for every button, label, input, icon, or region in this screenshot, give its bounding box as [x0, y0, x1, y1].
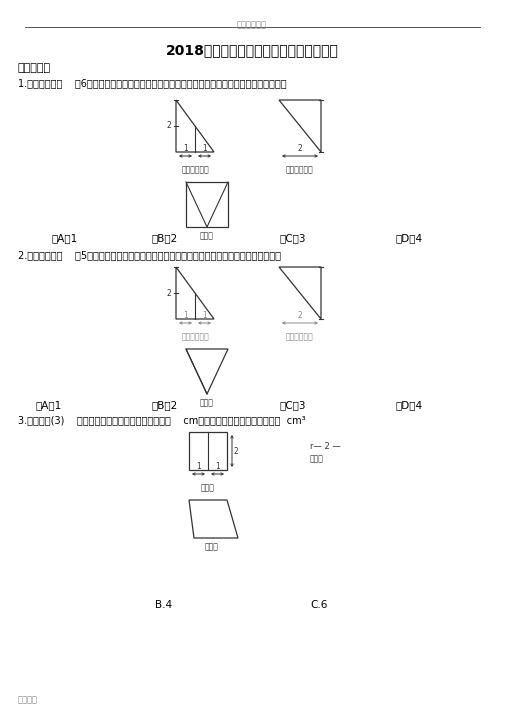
Text: B.4: B.4 — [155, 600, 172, 610]
Text: 侧视图: 侧视图 — [310, 454, 324, 463]
Text: 1: 1 — [183, 311, 188, 320]
Text: （B）2: （B）2 — [152, 233, 178, 243]
Text: 1: 1 — [202, 144, 207, 153]
Text: （C）3: （C）3 — [280, 233, 307, 243]
Text: （C）3: （C）3 — [280, 400, 307, 410]
Text: 正（主）视图: 正（主）视图 — [181, 332, 209, 341]
Text: （D）4: （D）4 — [395, 400, 422, 410]
Text: 俯视图: 俯视图 — [200, 231, 214, 240]
Text: 正（主）视图: 正（主）视图 — [181, 165, 209, 174]
Text: 2: 2 — [234, 446, 239, 456]
Bar — [189, 432, 227, 470]
Text: （A）1: （A）1 — [52, 233, 78, 243]
Text: 侧（左）视图: 侧（左）视图 — [286, 332, 314, 341]
Text: 2: 2 — [297, 311, 302, 320]
Text: 一、选择题: 一、选择题 — [18, 63, 51, 73]
Text: （D）4: （D）4 — [395, 233, 422, 243]
Text: 2: 2 — [166, 121, 171, 131]
Text: 1: 1 — [183, 144, 188, 153]
Text: 1: 1 — [196, 462, 201, 471]
Text: 俯视图: 俯视图 — [205, 542, 219, 551]
Text: r— 2 —: r— 2 — — [310, 442, 341, 451]
Text: 3.（浙江）(3)    某几何体的三视图如图所示（单位：    cm），则该几何体的体积（单位：  cm³: 3.（浙江）(3) 某几何体的三视图如图所示（单位： cm），则该几何体的体积（… — [18, 415, 306, 425]
Text: （A）1: （A）1 — [35, 400, 61, 410]
Text: 正视图: 正视图 — [201, 483, 215, 492]
Text: 1.（北京卷文）    （6）某四棱锥的三视图如图所示，在此四棱锥的侧面中，直角三角形的个数为（: 1.（北京卷文） （6）某四棱锥的三视图如图所示，在此四棱锥的侧面中，直角三角形… — [18, 78, 287, 88]
Text: 2018年高考数学试题分类汇编之立体几何: 2018年高考数学试题分类汇编之立体几何 — [166, 43, 338, 57]
Text: （B）2: （B）2 — [152, 400, 178, 410]
Text: 侧（左）视图: 侧（左）视图 — [286, 165, 314, 174]
Text: 实用标准文案: 实用标准文案 — [237, 20, 267, 29]
Text: 1: 1 — [202, 311, 207, 320]
Text: C.6: C.6 — [310, 600, 327, 610]
Text: 2: 2 — [297, 144, 302, 153]
Text: 精彩文档: 精彩文档 — [18, 695, 38, 704]
Text: 2.（北京卷理）    〈5〉某四棱锥的三视图如图所示，在此四棱锥的侧面中，直角三角形的个数为: 2.（北京卷理） 〈5〉某四棱锥的三视图如图所示，在此四棱锥的侧面中，直角三角形… — [18, 250, 281, 260]
Text: 1: 1 — [215, 462, 220, 471]
Text: 俯视图: 俯视图 — [200, 398, 214, 407]
Text: 2: 2 — [166, 288, 171, 298]
